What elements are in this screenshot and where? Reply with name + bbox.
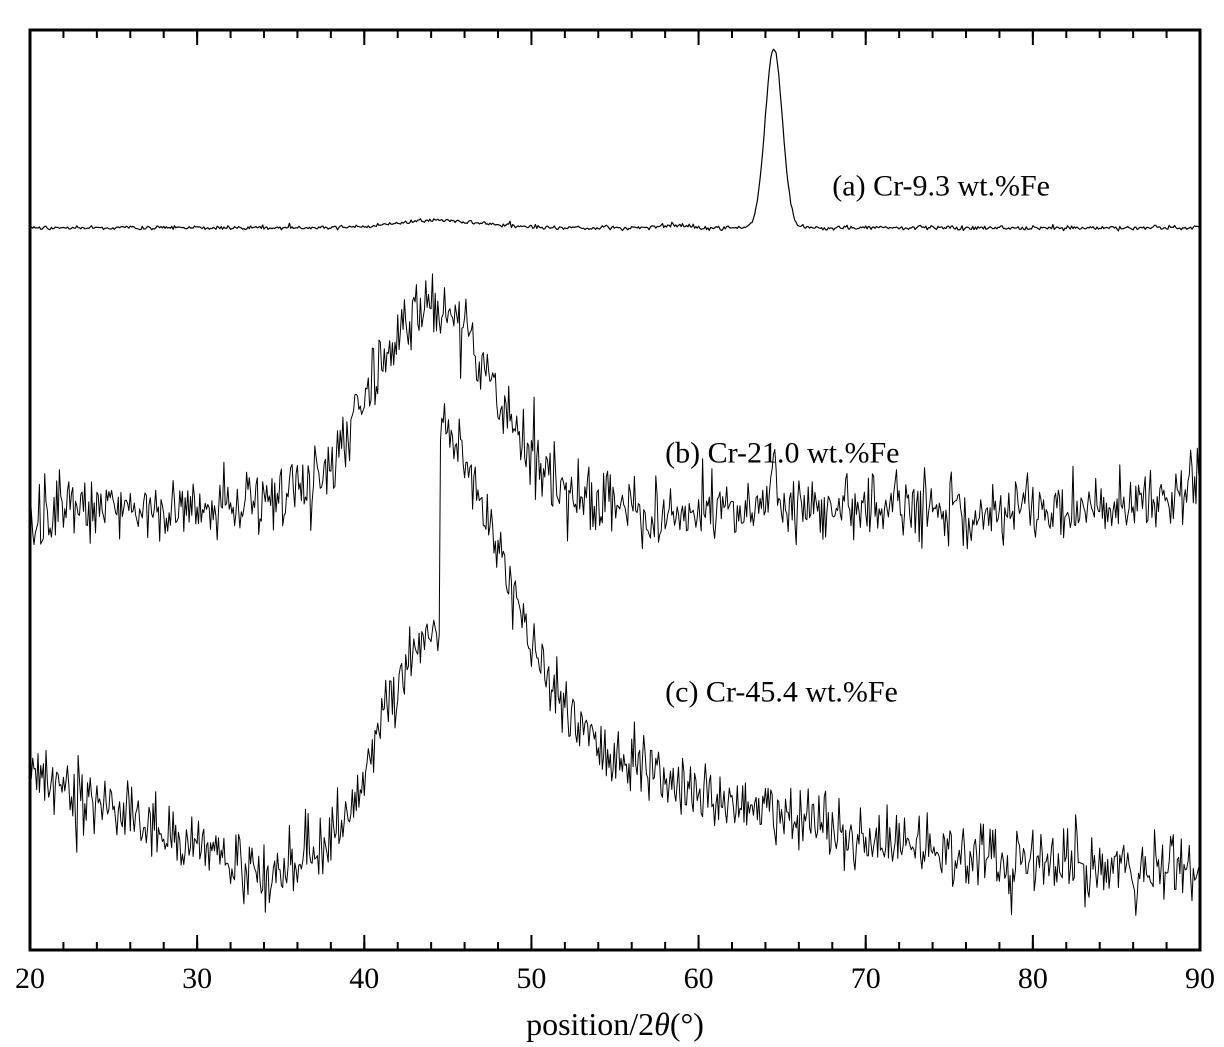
annotation-c: (c) Cr-45.4 wt.%Fe xyxy=(665,676,898,709)
x-tick-label: 30 xyxy=(182,962,212,995)
x-tick-label: 50 xyxy=(516,962,546,995)
x-tick-label: 40 xyxy=(349,962,379,995)
annotation-a: (a) Cr-9.3 wt.%Fe xyxy=(832,170,1050,203)
chart-svg: 20 30 40 50 60 70 80 90 position/2θ(°) (a) Cr-9.3… xyxy=(0,0,1224,1047)
x-tick-label: 90 xyxy=(1185,962,1215,995)
xrd-chart: 20 30 40 50 60 70 80 90 position/2θ(°) (a) Cr-9.3… xyxy=(0,0,1224,1047)
x-tick-label: 60 xyxy=(684,962,714,995)
x-tick-label: 20 xyxy=(15,962,45,995)
x-tick-label: 80 xyxy=(1018,962,1048,995)
x-tick-label: 70 xyxy=(851,962,881,995)
annotation-b: (b) Cr-21.0 wt.%Fe xyxy=(665,436,899,469)
x-axis-label: position/2θ(°) xyxy=(526,1006,704,1042)
